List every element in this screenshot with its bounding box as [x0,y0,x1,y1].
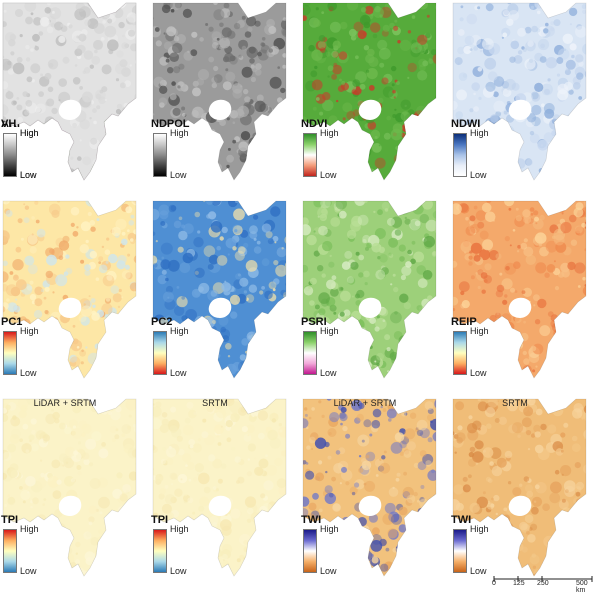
legend-high-label: High [20,128,39,138]
map-raster [2,200,137,379]
layer-label: TPI [1,514,19,526]
legend-low-label: Low [470,170,487,180]
color-ramp [453,331,467,375]
map-raster [452,2,587,181]
legend-low-label: Low [170,368,187,378]
panel-title: LiDAR + SRTM [333,398,397,408]
layer-label: PC2 [151,316,173,328]
color-ramp [3,331,17,375]
legend-high-label: High [320,326,339,336]
legend-high-label: High [170,128,189,138]
map-panel-pc2: PC2 High Low [150,198,300,396]
legend-high-label: High [20,524,39,534]
map-raster [152,2,287,181]
color-ramp [3,529,17,573]
panel-title: LiDAR + SRTM [33,398,97,408]
color-ramp [153,331,167,375]
legend-high-label: High [470,128,489,138]
legend-high-label: High [170,326,189,336]
map-panel-ndvi: NDVI High Low [300,0,450,198]
scale-tick-250: 250 [537,580,549,587]
legend-high-label: High [470,524,489,534]
color-ramp [153,133,167,177]
legend-low-label: Low [320,368,337,378]
layer-label: NDWI [451,118,481,130]
color-ramp [303,133,317,177]
layer-label: TWI [301,514,322,526]
legend-low-label: Low [470,368,487,378]
color-ramp [453,133,467,177]
map-raster [452,398,587,577]
map-panel-reip: REIP High Low [450,198,600,396]
map-raster [152,398,287,577]
layer-label: NDVI [301,118,328,130]
map-raster [152,200,287,379]
legend-high-label: High [470,326,489,336]
legend-low-label: Low [320,170,337,180]
legend-low-label: Low [320,566,337,576]
scale-bar-line [493,576,593,582]
legend-low-label: Low [170,566,187,576]
map-panel-twi: SRTM TWI High Low [450,396,600,594]
scale-tick-500: 500 km [576,580,588,594]
scale-tick-125: 125 [513,580,525,587]
legend-low-label: Low [20,170,37,180]
layer-label: VH [1,118,17,130]
legend-low-label: Low [470,566,487,576]
map-panel-tpi: SRTM TPI High Low [150,396,300,594]
layer-label: REIP [451,316,477,328]
map-panel-pc1: PC1 High Low [0,198,150,396]
legend-low-label: Low [20,368,37,378]
map-raster [302,200,437,379]
map-raster [2,2,137,181]
color-ramp [303,529,317,573]
panel-title: SRTM [202,398,228,408]
legend-low-label: Low [20,566,37,576]
legend-high-label: High [320,128,339,138]
map-panel-tpi: LiDAR + SRTM TPI High Low [0,396,150,594]
layer-label: PC1 [1,316,23,328]
layer-label: PSRI [301,316,327,328]
legend-low-label: Low [20,170,37,180]
legend-high-label: High [170,524,189,534]
scale-tick-0: 0 [492,580,496,587]
layer-label: TWI [451,514,472,526]
layer-label: TPI [151,514,169,526]
scale-bar: 0 125 250 500 km [492,572,598,594]
map-panel-ndwi: NDWI High Low [450,0,600,198]
map-raster [452,200,587,379]
map-panel-vh: VH High Low [0,0,150,198]
map-panel-twi: LiDAR + SRTM TWI High Low [300,396,450,594]
map-raster [302,398,437,577]
panel-title: SRTM [502,398,528,408]
map-raster [302,2,437,181]
map-panel-ndpol: NDPOL High Low [150,0,300,198]
color-ramp [453,529,467,573]
layer-label: NDPOL [151,118,190,130]
legend-high-label: High [20,128,39,138]
map-panel-psri: PSRI High Low [300,198,450,396]
legend-low-label: Low [170,170,187,180]
legend-high-label: High [20,326,39,336]
color-ramp [303,331,317,375]
color-ramp [3,133,17,177]
color-ramp [153,529,167,573]
legend-high-label: High [320,524,339,534]
map-raster [2,398,137,577]
